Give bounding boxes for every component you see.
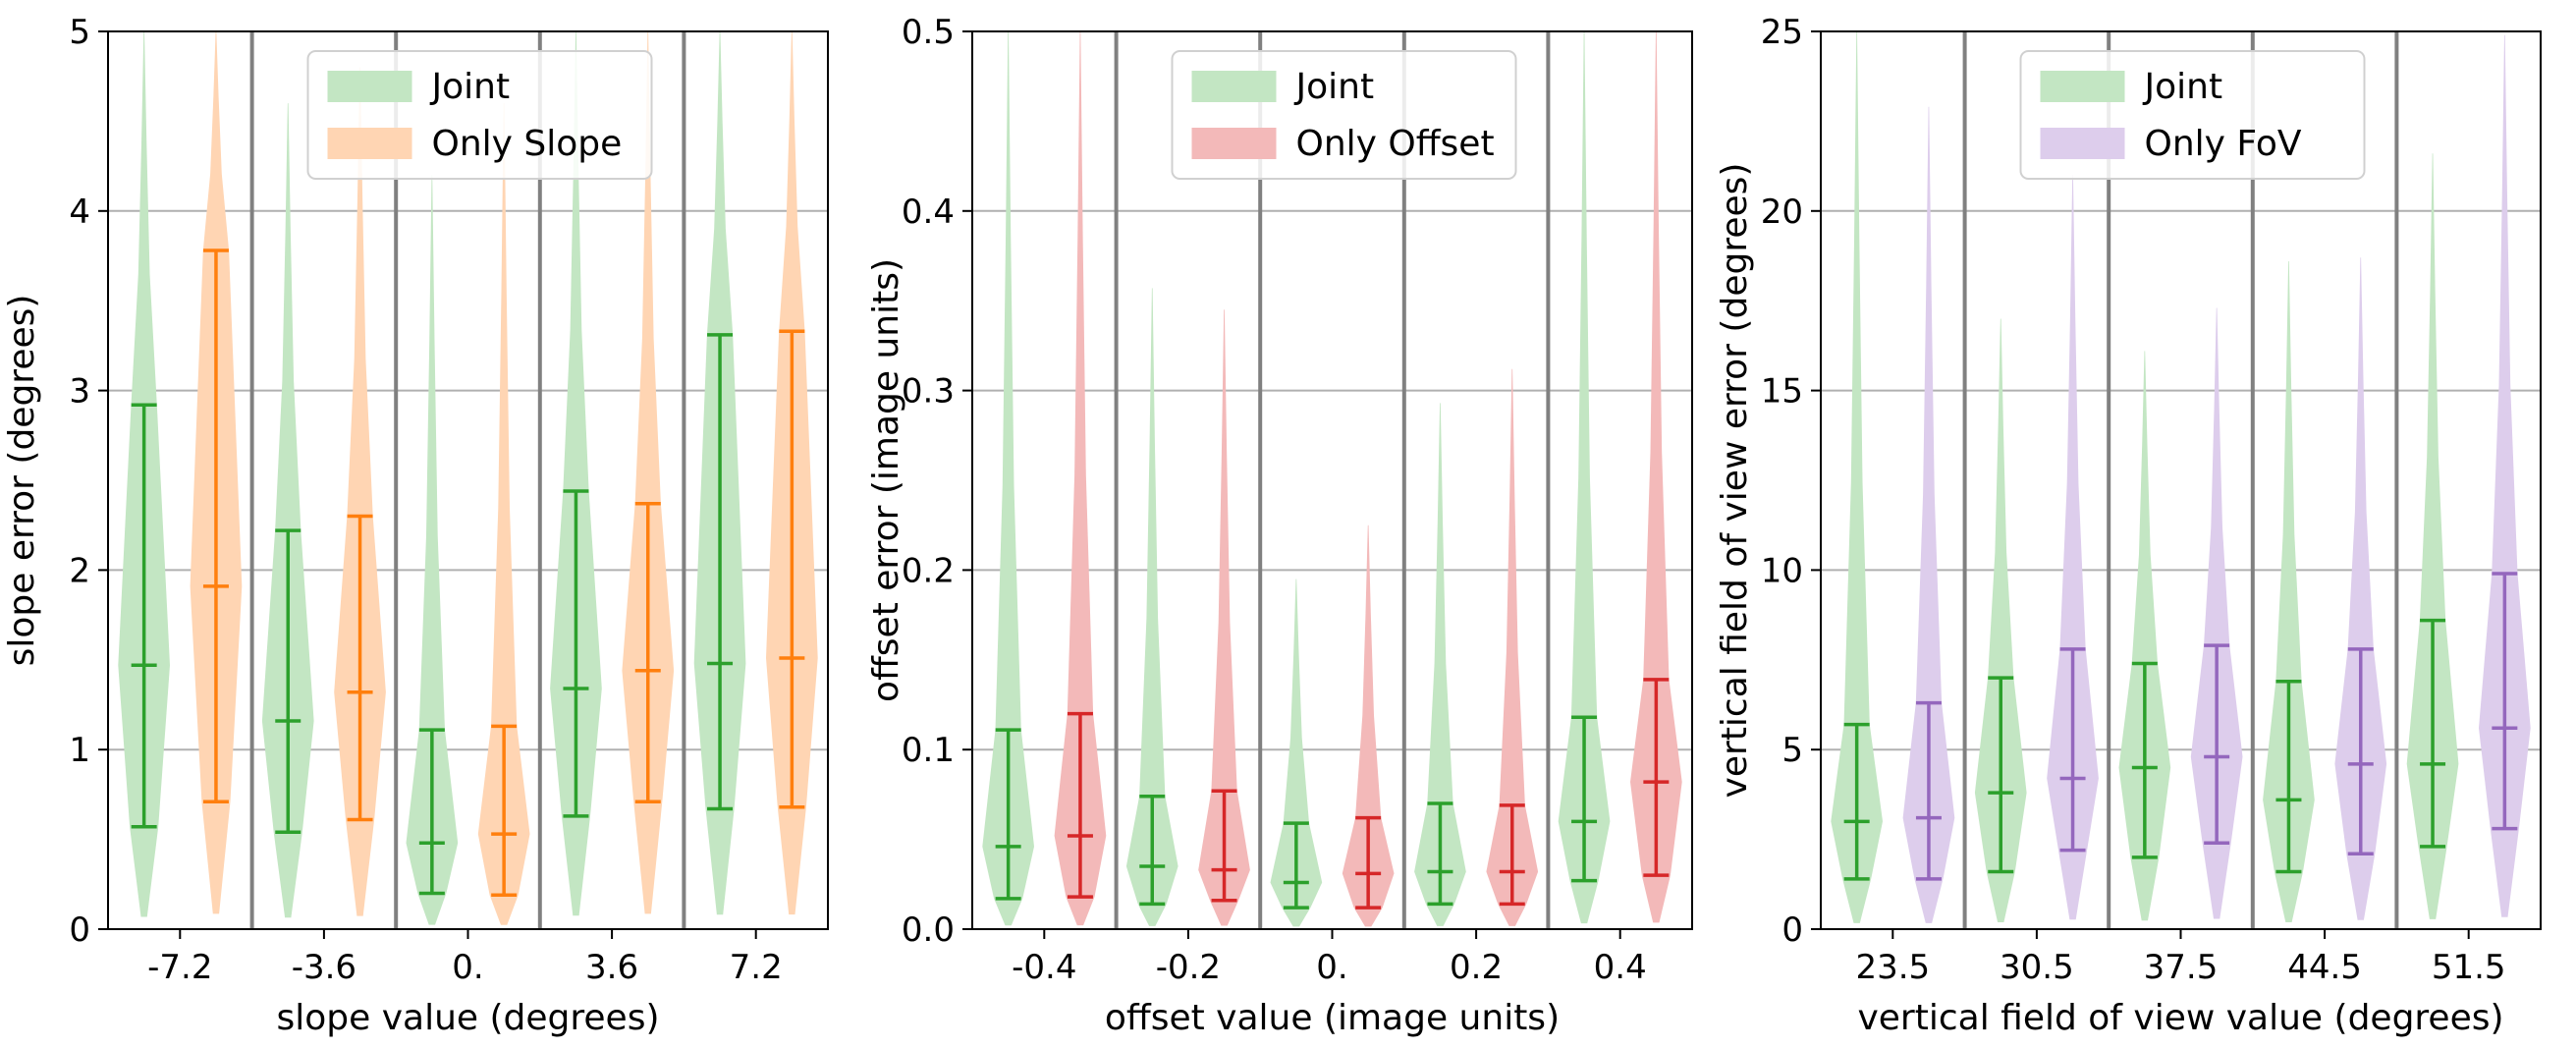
legend-label: Only FoV <box>2145 124 2302 164</box>
violin-body <box>2047 175 2099 920</box>
plot-frame <box>107 30 829 930</box>
legend: Joint Only FoV <box>2019 50 2366 180</box>
y-axis-label: vertical field of view error (degrees) <box>1715 163 1755 799</box>
y-tick-label: 5 <box>69 13 90 52</box>
y-axis-label: offset error (image units) <box>866 258 906 702</box>
x-tick-label: 3.6 <box>585 948 638 987</box>
y-tick-label: 4 <box>69 193 90 232</box>
y-tick-label: 3 <box>69 372 90 412</box>
panel-3: 0 5 10 15 20 25 23.5 30.5 37.5 44.5 51.5 vertical f… <box>1715 13 2542 1038</box>
y-tick-label: 25 <box>1761 13 1803 52</box>
violin-body <box>1198 309 1250 926</box>
y-tick-label: 0.4 <box>902 193 955 232</box>
legend-label: Only Slope <box>432 124 623 164</box>
violin-body <box>1125 288 1178 926</box>
violin-body <box>1558 31 1611 924</box>
violin-body <box>1630 31 1682 923</box>
violin-body <box>1414 403 1466 926</box>
y-tick-label: 2 <box>69 551 90 590</box>
panel-1: 0 1 2 3 4 5 -7.2 -3.6 0. 3.6 7.2 slope value (degre… <box>2 13 829 1038</box>
y-tick-label: 0.1 <box>902 731 955 770</box>
violin-body <box>1270 579 1323 927</box>
violin-body <box>1486 368 1539 926</box>
y-tick-label: 0.5 <box>902 13 955 52</box>
x-axis-label: vertical field of view value (degrees) <box>1857 998 2503 1038</box>
series-joint <box>1831 31 2459 923</box>
x-tick-label: 0. <box>1316 948 1347 987</box>
y-tick-label: 0.3 <box>902 372 955 412</box>
legend-swatch <box>327 128 412 159</box>
plot-frame <box>971 30 1693 930</box>
violin-body <box>1342 524 1395 927</box>
x-axis-label: offset value (image units) <box>1105 998 1560 1038</box>
x-tick-label: 23.5 <box>1855 948 1930 987</box>
x-axis-label: slope value (degrees) <box>276 998 659 1038</box>
x-tick-label: 30.5 <box>2000 948 2074 987</box>
y-tick-label: 20 <box>1761 193 1803 232</box>
legend: Joint Only Offset <box>1171 50 1517 180</box>
x-tick-label: 37.5 <box>2144 948 2219 987</box>
violin-body <box>1054 31 1107 926</box>
series-only-slope <box>190 31 818 925</box>
y-tick-label: 0.2 <box>902 551 955 590</box>
x-tick-label: 0.2 <box>1450 948 1503 987</box>
x-tick-label: -7.2 <box>147 948 212 987</box>
legend-label: Joint <box>2143 67 2223 107</box>
x-tick-label: 0. <box>452 948 483 987</box>
panel-2: 0.0 0.1 0.2 0.3 0.4 0.5 -0.4 -0.2 0. 0.2 0.4 offset… <box>866 13 1693 1038</box>
legend-swatch <box>1191 71 1277 102</box>
violin-body <box>261 103 314 918</box>
violin-body <box>477 103 530 925</box>
legend-label: Joint <box>1294 67 1375 107</box>
y-tick-label: 5 <box>1781 731 1803 770</box>
y-tick-label: 15 <box>1761 372 1803 412</box>
legend-label: Only Offset <box>1296 124 1495 164</box>
legend-swatch <box>2040 71 2125 102</box>
plot-frame <box>1820 30 2542 930</box>
legend: Joint Only Slope <box>306 50 653 180</box>
violin-body <box>2479 34 2531 917</box>
violin-body <box>550 31 602 916</box>
violin-body <box>2334 257 2387 920</box>
x-tick-label: -3.6 <box>292 948 356 987</box>
x-tick-label: 51.5 <box>2432 948 2506 987</box>
legend-swatch <box>327 71 412 102</box>
y-tick-label: 0 <box>69 910 90 950</box>
y-axis-label: slope error (degrees) <box>2 295 42 667</box>
violin-body <box>1831 31 1883 923</box>
y-tick-label: 0.0 <box>902 910 955 950</box>
x-tick-label: -0.4 <box>1012 948 1076 987</box>
legend-swatch <box>2040 128 2125 159</box>
violin-body <box>622 31 675 914</box>
y-tick-label: 0 <box>1781 910 1803 950</box>
series-only-offset <box>1054 31 1682 927</box>
violin-body <box>2190 307 2243 919</box>
x-tick-label: -0.2 <box>1156 948 1221 987</box>
x-tick-label: 7.2 <box>730 948 783 987</box>
legend-label: Joint <box>430 67 511 107</box>
violin-body <box>406 175 459 925</box>
violin-body <box>1902 106 1955 923</box>
legend-swatch <box>1191 128 1277 159</box>
violin-body <box>1974 318 2027 922</box>
series-joint <box>982 31 1611 927</box>
violin-body <box>334 67 386 916</box>
x-tick-label: 0.4 <box>1594 948 1647 987</box>
violin-body <box>2118 351 2171 921</box>
series-only-fov <box>1902 34 2531 923</box>
violin-body <box>982 31 1034 926</box>
violin-body <box>2406 153 2459 919</box>
y-tick-label: 10 <box>1761 551 1803 590</box>
x-tick-label: 44.5 <box>2287 948 2362 987</box>
violin-body <box>2263 261 2315 922</box>
y-tick-label: 1 <box>69 731 90 770</box>
series-joint <box>118 31 746 925</box>
